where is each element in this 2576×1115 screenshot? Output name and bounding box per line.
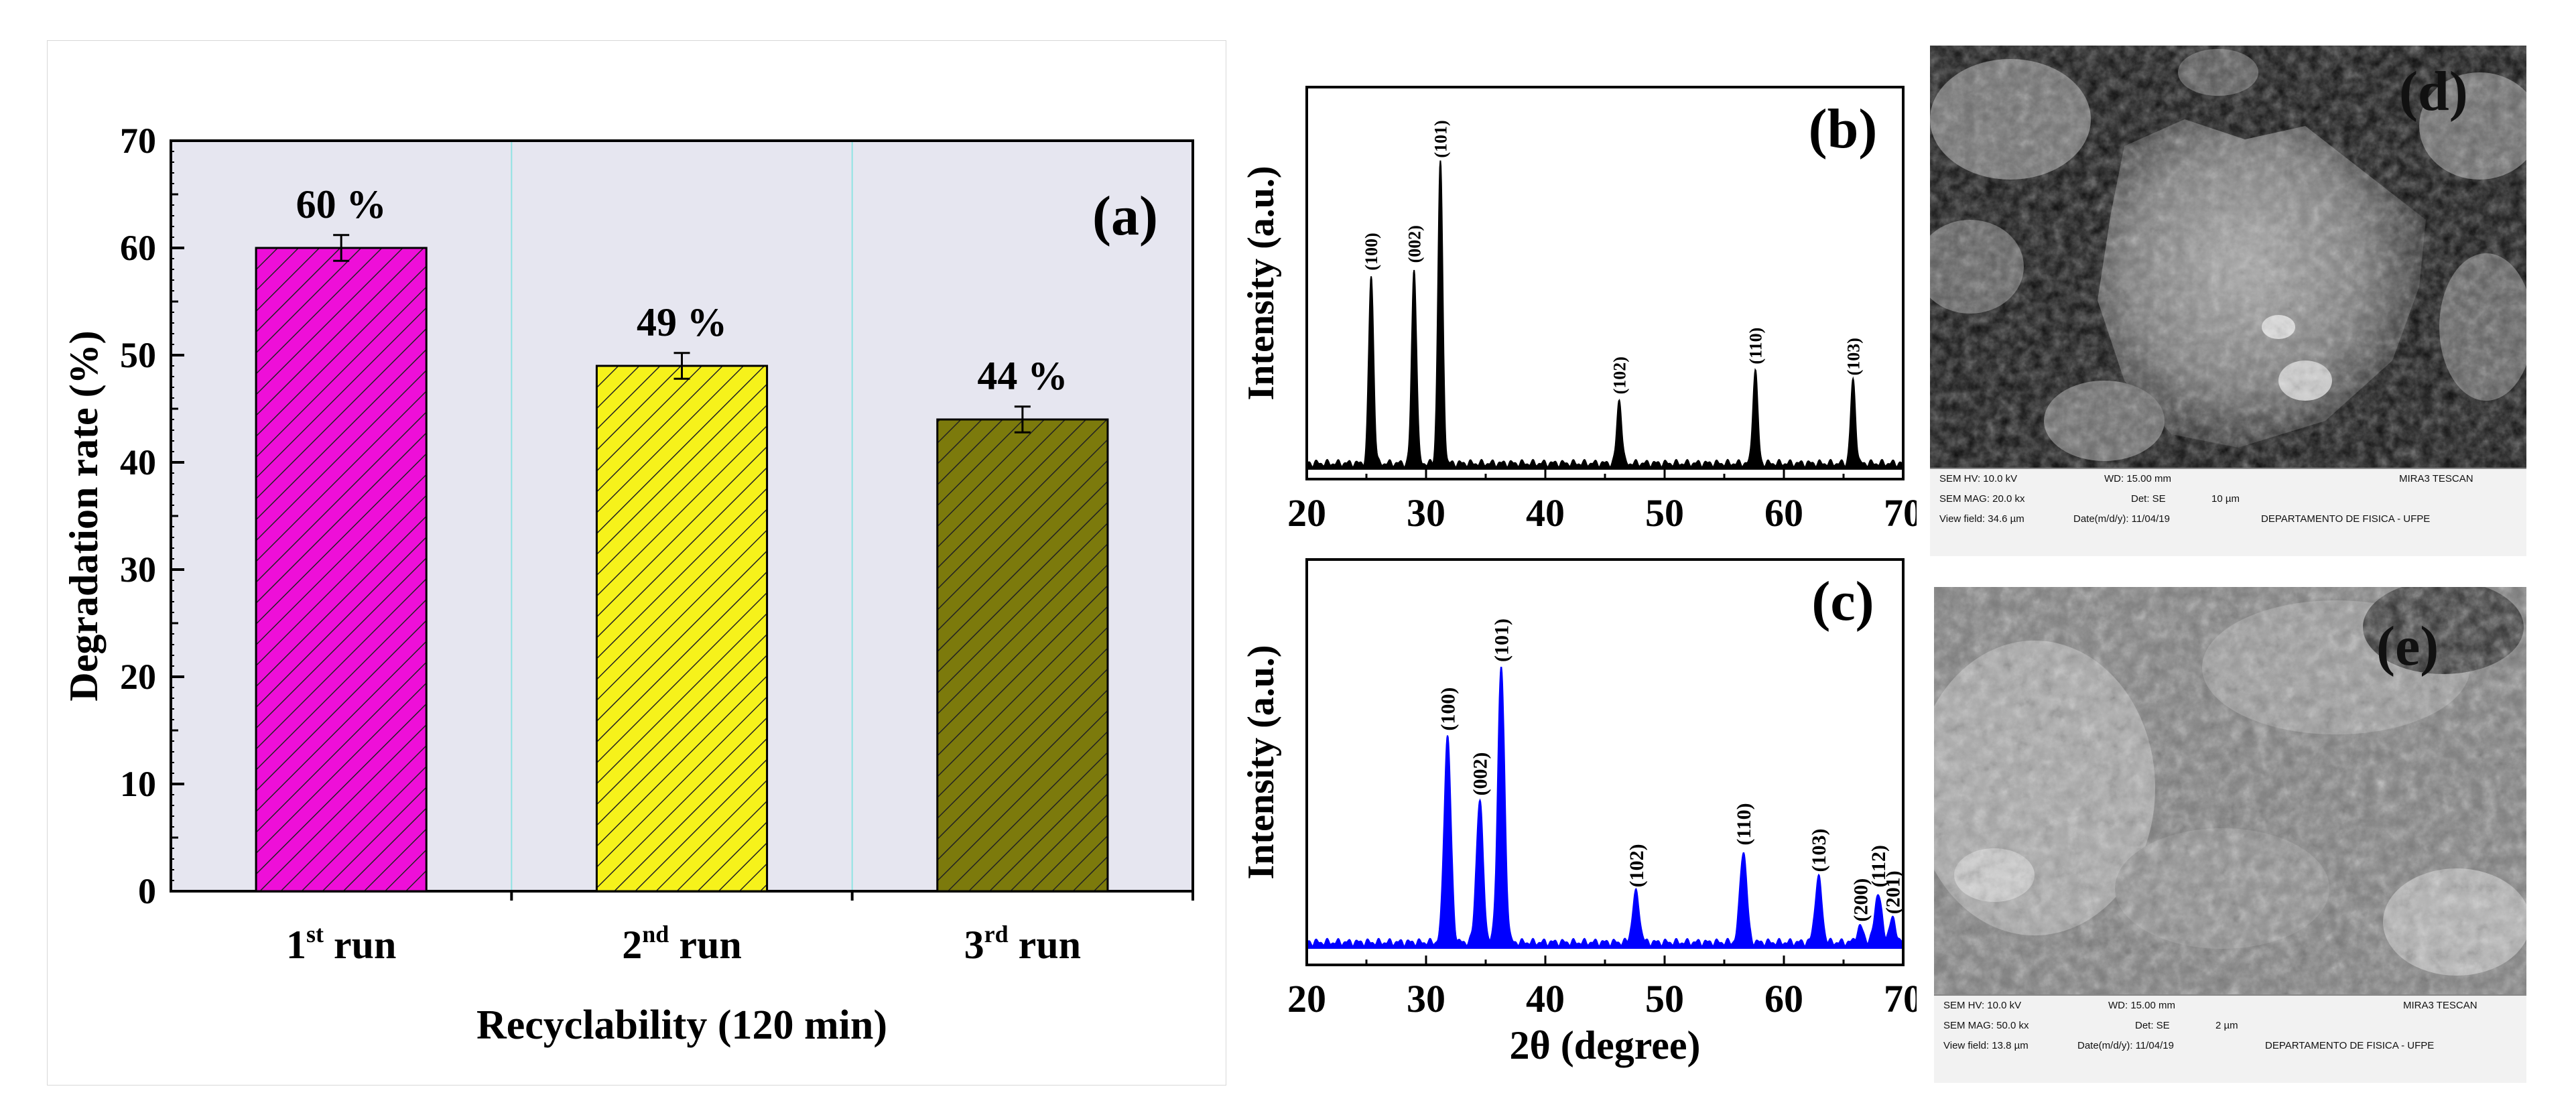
chart-b-pattern <box>1306 160 1904 470</box>
sem-d-mag: SEM MAG: 20.0 kx <box>1939 493 2025 505</box>
sem-d-dept: DEPARTAMENTO DE FISICA - UFPE <box>2261 513 2431 525</box>
sem-e-wd: WD: 15.00 mm <box>2108 1000 2176 1011</box>
bar-run-3 <box>936 418 1109 893</box>
chart-c: (100) (002) (101) (102) (110) (103) (200)(112)… <box>1240 558 1917 1067</box>
chart-c-xlabel: 2θ (degree) <box>1509 1023 1700 1067</box>
sem-image-d: SEM HV: 10.0 kV WD: 15.00 mm MIRA3 TESCA… <box>1930 46 2526 556</box>
chart-a-ytick-label: 60 <box>120 228 156 268</box>
data-label-run-1: 60 % <box>296 182 387 226</box>
sem-info-bar-d: SEM HV: 10.0 kV WD: 15.00 mm MIRA3 TESCA… <box>1930 468 2526 556</box>
sem-e-hv: SEM HV: 10.0 kV <box>1943 1000 2022 1011</box>
sem-d-brand: MIRA3 TESCAN <box>2399 473 2473 484</box>
data-label-run-3: 44 % <box>977 354 1068 398</box>
panel-label-e: (e) <box>2376 615 2439 677</box>
panel-label-d: (d) <box>2399 60 2468 123</box>
chart-a-ytick-label: 50 <box>120 335 156 375</box>
sem-e-field: View field: 13.8 µm <box>1943 1040 2028 1051</box>
sem-texture-d <box>1930 46 2526 469</box>
panel-label-a: (a) <box>1092 185 1158 247</box>
chart-a-ytick-label: 20 <box>120 657 156 697</box>
chart-b-xtick-label: 60 <box>1764 491 1803 535</box>
chart-a-ytick-label: 40 <box>120 442 156 482</box>
chart-a-ylabel: Degradation rate (%) <box>62 330 106 701</box>
data-label-run-2: 49 % <box>637 300 727 344</box>
xtick-label-run-3: 3rd run <box>964 921 1081 967</box>
sem-d-scale: 10 µm <box>2211 493 2240 505</box>
chart-c-xtick-label: 60 <box>1764 977 1803 1021</box>
sem-e-mag: SEM MAG: 50.0 kx <box>1943 1020 2029 1031</box>
chart-b: (100) (002) (101) (102) (110) (103) 20 30 40 50 60… <box>1240 86 1917 535</box>
peak-label-110: (110) <box>1733 803 1755 845</box>
chart-a: 0 10 20 30 40 50 60 70 60 % 1st run 49 % 2nd run 44 … <box>47 40 1226 1086</box>
peak-label-002: (002) <box>1405 225 1424 263</box>
chart-c-xtick-label: 50 <box>1645 977 1684 1021</box>
sem-e-dept: DEPARTAMENTO DE FISICA - UFPE <box>2265 1040 2435 1051</box>
chart-c-xtick-label: 30 <box>1407 977 1445 1021</box>
peak-label-112: (112) <box>1868 845 1890 887</box>
panel-label-b: (b) <box>1809 98 1878 160</box>
peak-label-103: (103) <box>1808 829 1830 872</box>
chart-b-xtick-label: 50 <box>1645 491 1684 535</box>
chart-c-xtick-label: 70 <box>1884 977 1917 1021</box>
chart-a-xlabel: Recyclability (120 min) <box>476 1002 887 1048</box>
chart-a-ytick-label: 30 <box>120 549 156 590</box>
chart-c-ylabel: Intensity (a.u.) <box>1240 645 1282 879</box>
peak-label-100: (100) <box>1362 233 1381 270</box>
sem-e-date: Date(m/d/y): 11/04/19 <box>2077 1040 2174 1051</box>
chart-b-xtick-label: 40 <box>1526 491 1565 535</box>
panel-label-c: (c) <box>1811 570 1874 633</box>
sem-info-bar-e: SEM HV: 10.0 kV WD: 15.00 mm MIRA3 TESCA… <box>1934 994 2526 1083</box>
sem-texture-e <box>1934 587 2526 996</box>
peak-label-200: (200) <box>1850 878 1872 922</box>
peak-label-103: (103) <box>1844 338 1863 375</box>
chart-b-xtick-label: 20 <box>1287 491 1326 535</box>
sem-d-field: View field: 34.6 µm <box>1939 513 2024 525</box>
sem-e-brand: MIRA3 TESCAN <box>2403 1000 2477 1011</box>
chart-a-ytick-label: 0 <box>138 871 156 911</box>
sem-d-det: Det: SE <box>2131 493 2166 505</box>
sem-d-hv: SEM HV: 10.0 kV <box>1939 473 2018 484</box>
peak-label-110: (110) <box>1746 328 1765 365</box>
xtick-label-run-2: 2nd run <box>622 921 741 967</box>
peak-label-100: (100) <box>1437 687 1460 731</box>
bar-run-1 <box>255 247 428 893</box>
sem-e-det: Det: SE <box>2135 1020 2170 1031</box>
chart-c-pattern <box>1306 667 1904 949</box>
sem-image-e: SEM HV: 10.0 kV WD: 15.00 mm MIRA3 TESCA… <box>1934 587 2526 1083</box>
peak-label-102: (102) <box>1610 356 1629 394</box>
chart-b-xtick-label: 30 <box>1407 491 1445 535</box>
peak-label-201: (201) <box>1882 870 1904 914</box>
sem-d-wd: WD: 15.00 mm <box>2104 473 2172 484</box>
peak-label-101: (101) <box>1491 618 1513 662</box>
chart-a-ytick-label: 70 <box>120 121 156 161</box>
peak-label-002: (002) <box>1470 752 1492 796</box>
peak-label-101: (101) <box>1431 120 1450 157</box>
sem-d-date: Date(m/d/y): 11/04/19 <box>2073 513 2170 525</box>
chart-a-ytick-label: 10 <box>120 764 156 804</box>
chart-c-xtick-label: 20 <box>1287 977 1326 1021</box>
sem-e-scale: 2 µm <box>2215 1020 2238 1031</box>
bar-run-2 <box>595 365 769 893</box>
xtick-label-run-1: 1st run <box>286 921 396 967</box>
chart-b-xtick-label: 70 <box>1884 491 1917 535</box>
chart-b-ylabel: Intensity (a.u.) <box>1240 166 1282 400</box>
chart-c-xtick-label: 40 <box>1526 977 1565 1021</box>
peak-label-102: (102) <box>1626 844 1648 887</box>
